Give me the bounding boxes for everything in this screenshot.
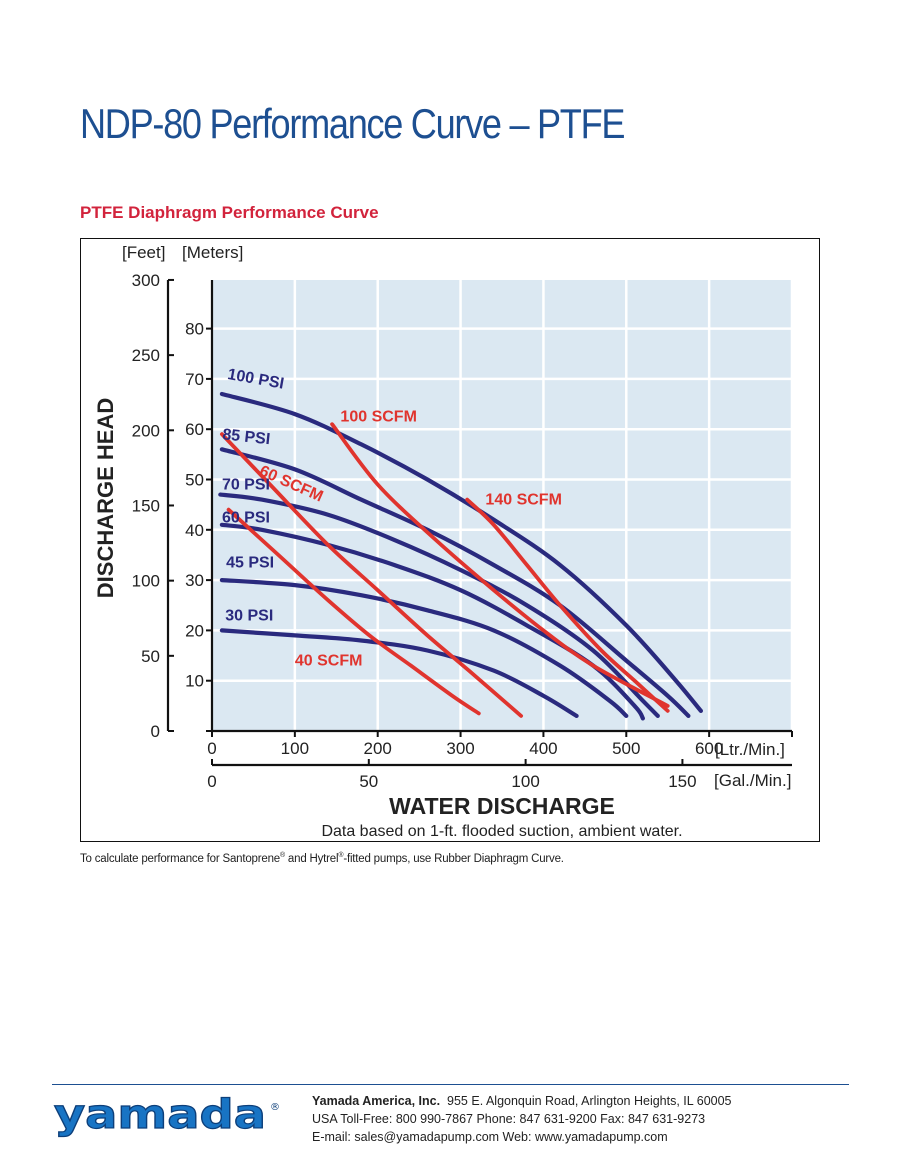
curve-label-140-scfm: 140 SCFM xyxy=(485,492,561,509)
y-tick-label-meters: 70 xyxy=(185,370,204,389)
y-unit-feet: [Feet] xyxy=(122,243,165,262)
y-tick-label-feet: 50 xyxy=(141,647,160,666)
x-tick-label-gpm: 100 xyxy=(511,772,539,791)
curve-85-psi xyxy=(219,447,691,718)
footer-divider xyxy=(52,1084,849,1085)
curve-100-scfm xyxy=(330,422,670,708)
y-tick-label-feet: 100 xyxy=(132,572,160,591)
logo-wordmark: yamada xyxy=(54,1092,266,1138)
chart-heading: PTFE Diaphragm Performance Curve xyxy=(80,203,379,222)
y-tick-label-feet: 0 xyxy=(151,722,160,741)
x-tick-label-lpm: 200 xyxy=(364,739,392,758)
registered-mark: ® xyxy=(279,852,285,859)
company-address: 955 E. Algonquin Road, Arlington Heights… xyxy=(447,1094,732,1108)
chart-frame xyxy=(80,238,820,842)
curve-label-60-psi: 60 PSI xyxy=(222,509,270,526)
y-tick-label-feet: 200 xyxy=(132,421,160,440)
y-tick-label-meters: 20 xyxy=(185,621,204,640)
x-tick-label-gpm: 150 xyxy=(668,772,696,791)
x-tick-label-gpm: 50 xyxy=(359,772,378,791)
y-tick-label-meters: 60 xyxy=(185,420,204,439)
logo-registered-mark: ® xyxy=(270,1102,280,1113)
curve-label-85-psi: 85 PSI xyxy=(222,426,272,448)
y-tick-label-meters: 80 xyxy=(185,320,204,339)
x-tick-label-lpm: 0 xyxy=(207,739,216,758)
company-name: Yamada America, Inc. xyxy=(312,1094,441,1108)
curve-label-40-scfm: 40 SCFM xyxy=(295,653,363,670)
y-tick-label-meters: 30 xyxy=(185,571,204,590)
chart-note: Data based on 1-ft. flooded suction, amb… xyxy=(321,823,682,840)
x-tick-label-gpm: 0 xyxy=(207,772,216,791)
y-tick-label-feet: 150 xyxy=(132,496,160,515)
curve-100-psi xyxy=(219,391,703,713)
phone-numbers: USA Toll-Free: 800 990-7867 Phone: 847 6… xyxy=(312,1112,706,1126)
curve-label-100-scfm: 100 SCFM xyxy=(340,409,416,426)
footnote-part-2: and Hytrel xyxy=(284,852,339,865)
email-web: E-mail: sales@yamadapump.com Web: www.ya… xyxy=(312,1130,668,1144)
x-axis-title: WATER DISCHARGE xyxy=(389,793,615,819)
curve-60-psi xyxy=(219,522,645,721)
footnote-part-1: To calculate performance for Santoprene xyxy=(80,852,280,865)
plot-area xyxy=(212,280,792,731)
yamada-logo: yamada ® xyxy=(53,1091,280,1138)
curve-30-psi xyxy=(219,628,579,718)
y-axis-title: DISCHARGE HEAD xyxy=(93,398,118,598)
y-tick-label-feet: 300 xyxy=(132,271,160,290)
performance-chart: 0 50 100 150 200 250 300 10 20 30 40 50 60 70 80 0 100 20… xyxy=(93,243,794,840)
x-tick-label-lpm: 600 xyxy=(695,739,723,758)
x-tick-label-lpm: 100 xyxy=(281,739,309,758)
curve-label-30-psi: 30 PSI xyxy=(225,607,273,624)
curve-label-70-psi: 70 PSI xyxy=(222,477,270,494)
page-title: NDP-80 Performance Curve – PTFE xyxy=(80,100,625,147)
x-tick-label-lpm: 300 xyxy=(446,739,474,758)
x-unit-gpm: [Gal./Min.] xyxy=(714,771,791,790)
y-unit-meters: [Meters] xyxy=(182,243,243,262)
curve-40-scfm xyxy=(226,507,481,716)
x-unit-lpm: [Ltr./Min.] xyxy=(715,740,785,759)
x-tick-label-lpm: 500 xyxy=(612,739,640,758)
footer-contact: Yamada America, Inc. 955 E. Algonquin Ro… xyxy=(312,1092,732,1146)
y-tick-label-feet: 250 xyxy=(132,346,160,365)
curve-label-45-psi: 45 PSI xyxy=(226,555,274,572)
footnote-part-3: -fitted pumps, use Rubber Diaphragm Curv… xyxy=(343,852,564,865)
x-tick-label-lpm: 400 xyxy=(529,739,557,758)
curve-45-psi xyxy=(219,578,629,718)
curve-60-scfm xyxy=(220,432,523,718)
curve-140-scfm xyxy=(465,497,670,713)
y-tick-label-meters: 40 xyxy=(185,521,204,540)
y-tick-label-meters: 10 xyxy=(185,672,204,691)
registered-mark: ® xyxy=(338,852,344,859)
y-tick-label-meters: 50 xyxy=(185,471,204,490)
footnote: To calculate performance for Santoprene®… xyxy=(80,852,564,865)
